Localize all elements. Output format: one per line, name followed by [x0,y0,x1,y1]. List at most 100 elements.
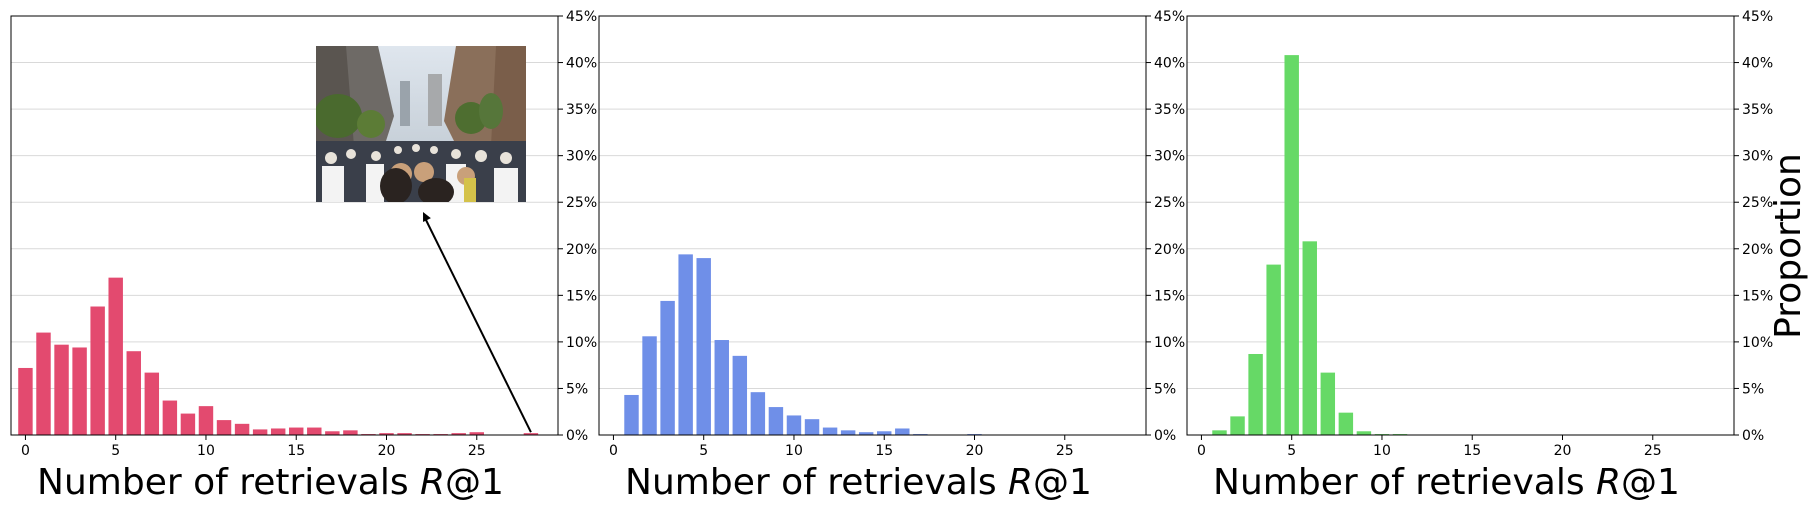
x-tick-label: 0 [609,443,618,459]
bar [451,433,466,435]
bar [714,340,729,435]
bar [36,332,51,435]
y-tick-label: 45% [1154,9,1185,25]
x-tick-label: 10 [1373,443,1391,459]
y-tick-label: 25% [566,195,597,211]
plot-frame [1186,15,1735,436]
y-tick-label: 5% [1154,381,1176,397]
bar [325,431,340,435]
bar [1212,430,1227,435]
bar [624,394,639,435]
panel-2: 0 5 10 15 20 25 0% 5% 10% 15% 20% 25% 30% 35% 40% 45% Nu… [598,9,1185,503]
x-tick-label: 25 [1056,443,1074,459]
annotation-arrow [423,212,532,433]
y-axis-label: Proportion [1768,153,1809,339]
x-tick-label: 15 [287,443,305,459]
x-tick-label: 0 [1197,443,1206,459]
bar [1356,431,1372,435]
bar [1266,264,1281,435]
bar [180,413,196,435]
bar [144,372,160,435]
x-tick-label: 10 [785,443,803,459]
bar [252,429,268,435]
y-tick-label: 5% [1742,381,1764,397]
bar [877,431,892,435]
bar [732,355,748,435]
bar [90,306,105,435]
x-tick-label: 25 [468,443,486,459]
crowd-street-photo-icon [316,46,526,202]
bar [54,344,69,435]
bar [234,423,250,435]
bar [1320,372,1336,435]
bar [469,432,484,435]
y-tick-label: 15% [566,288,597,304]
y-tick-label: 0% [1742,428,1764,444]
bar [343,430,358,435]
y-tick-label: 40% [566,56,597,72]
bar [1338,412,1354,435]
y-tick-label: 35% [1742,102,1773,118]
y-tick-label: 45% [1742,9,1773,25]
y-tick-label: 25% [1154,195,1185,211]
plot-frame [598,15,1147,436]
inset-photo [316,46,526,202]
bar [786,415,802,435]
y-tick-label: 35% [566,102,597,118]
y-tick-label: 10% [566,335,597,351]
y-tick-label: 20% [566,242,597,258]
y-tick-label: 20% [1742,242,1773,258]
x-tick-label: 0 [21,443,30,459]
bar [523,433,539,435]
bar [1230,416,1245,435]
y-tick-label: 30% [1154,149,1185,165]
bar [840,430,856,435]
y-tick-label: 30% [1742,149,1773,165]
x-axis-label: Number of retrievals R@1 [37,462,504,503]
y-tick-label: 25% [1742,195,1773,211]
x-axis-label: Number of retrievals R@1 [1213,462,1680,503]
bar [858,432,874,435]
bar [289,427,304,435]
bar [270,428,286,435]
bar [198,406,214,435]
y-tick-label: 15% [1154,288,1185,304]
bar [379,433,394,435]
bar [804,419,820,435]
bar [108,277,123,435]
x-tick-label: 5 [1287,443,1296,459]
bar [642,336,657,435]
bar [1248,353,1263,435]
bar [18,367,33,435]
x-tick-label: 20 [378,443,396,459]
x-tick-label: 5 [699,443,708,459]
panel-1: 0 5 10 15 20 25 0% 5% 10% 15% 20% 25% 30% 35% 40% 45% Nu… [10,9,597,503]
bar [660,300,675,435]
x-tick-label: 25 [1644,443,1662,459]
bar [822,427,838,435]
bar [1302,241,1317,435]
bar [307,427,322,435]
bar [768,407,784,435]
bar [696,258,711,435]
y-tick-label: 10% [1742,335,1773,351]
bar [216,420,232,435]
y-tick-label: 35% [1154,102,1185,118]
y-tick-label: 40% [1742,56,1773,72]
bar [678,254,693,435]
arrow-head-icon [423,212,431,222]
panel-3: 0 5 10 15 20 25 0% 5% 10% 15% 20% 25% 30% 35% 40% 45% Nu… [1186,9,1773,503]
bar [1284,55,1299,436]
y-tick-label: 15% [1742,288,1773,304]
arrow-line [424,217,532,433]
y-tick-label: 40% [1154,56,1185,72]
x-tick-label: 15 [875,443,893,459]
y-tick-label: 10% [1154,335,1185,351]
bar [750,392,766,435]
y-tick-label: 0% [1154,428,1176,444]
x-tick-label: 20 [966,443,984,459]
x-tick-label: 15 [1463,443,1481,459]
y-tick-label: 30% [566,149,597,165]
y-tick-label: 20% [1154,242,1185,258]
